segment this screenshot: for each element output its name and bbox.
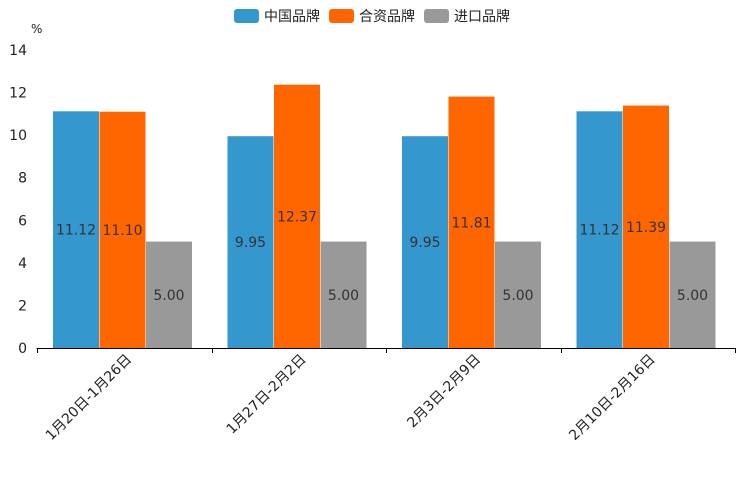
bar — [99, 111, 146, 348]
y-tick-label: 10 — [9, 128, 27, 144]
legend-swatch — [424, 9, 449, 23]
legend-item[interactable]: 中国品牌 — [234, 8, 320, 25]
y-tick-label: 12 — [9, 86, 27, 102]
bar-group: 11.12 11.10 5.00 — [53, 111, 192, 348]
bar-value-label: 5.00 — [328, 288, 359, 304]
legend-label: 合资品牌 — [359, 8, 415, 25]
y-tick-label: 2 — [18, 298, 27, 314]
legend-label: 中国品牌 — [264, 8, 320, 25]
legend-label: 进口品牌 — [454, 8, 510, 25]
bar — [227, 136, 274, 348]
bar — [448, 96, 495, 348]
bar-value-label: 12.37 — [277, 209, 317, 225]
bar — [576, 111, 623, 348]
y-tick-label: 0 — [18, 341, 27, 357]
y-tick-label: 6 — [18, 213, 27, 229]
bar-group: 9.95 12.37 5.00 — [227, 84, 367, 349]
x-tick-label: 2月10日-2月16日 — [566, 352, 658, 444]
bar-value-label: 11.39 — [626, 220, 666, 236]
bar — [274, 84, 320, 349]
bar-value-label: 5.00 — [502, 288, 533, 304]
bar — [146, 241, 192, 348]
bar-value-label: 9.95 — [409, 235, 440, 251]
legend-item[interactable]: 进口品牌 — [424, 8, 510, 25]
bar-value-label: 9.95 — [235, 235, 266, 251]
bar-value-label: 11.12 — [579, 223, 619, 239]
bar — [53, 111, 99, 348]
bar-value-label: 11.12 — [56, 223, 96, 239]
x-tick-label: 1月20日-1月26日 — [43, 352, 135, 444]
bar-value-label: 11.10 — [102, 223, 142, 239]
y-axis: 0 2 4 6 8 10 12 14 — [9, 43, 27, 357]
x-tick-label: 2月3日-2月9日 — [404, 352, 484, 432]
y-tick-label: 14 — [9, 43, 27, 59]
legend[interactable]: 中国品牌 合资品牌 进口品牌 — [234, 8, 510, 25]
legend-swatch — [234, 9, 259, 23]
bar-value-label: 5.00 — [153, 288, 184, 304]
y-tick-label: 8 — [18, 171, 27, 187]
x-tick-label: 1月27日-2月2日 — [224, 352, 310, 438]
bar — [320, 241, 367, 348]
bar — [495, 241, 541, 348]
y-axis-unit-label: % — [31, 22, 42, 36]
bar — [669, 241, 716, 348]
bar-group: 11.12 11.39 5.00 — [576, 105, 716, 348]
legend-swatch — [329, 9, 354, 23]
bars: 11.12 11.10 5.00 9.95 12.37 5.00 9.95 11.81 5.00… — [53, 84, 716, 349]
bar — [402, 136, 448, 348]
y-tick-label: 4 — [18, 256, 27, 272]
bar-group: 9.95 11.81 5.00 — [402, 96, 541, 348]
bar — [623, 105, 669, 348]
bar-value-label: 5.00 — [677, 288, 708, 304]
legend-item[interactable]: 合资品牌 — [329, 8, 415, 25]
bar-value-label: 11.81 — [451, 215, 491, 231]
x-axis: 1月20日-1月26日 1月27日-2月2日 2月3日-2月9日 2月10日-2月16… — [36, 348, 736, 444]
